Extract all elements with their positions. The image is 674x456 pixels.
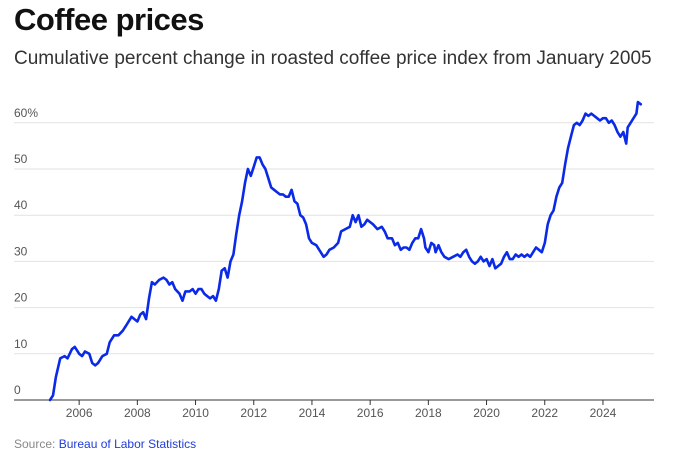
x-axis: 2006 2008 2010 2012 2014 2016 2018 2020 2022 2024	[14, 399, 654, 420]
x-tick-label: 2010	[182, 406, 209, 420]
source-label: Source:	[14, 437, 56, 451]
chart-title: Coffee prices	[14, 2, 204, 37]
source-link[interactable]: Bureau of Labor Statistics	[58, 437, 197, 451]
y-tick-label: 50	[14, 152, 28, 166]
y-tick-label: 60%	[14, 106, 38, 120]
x-tick-label: 2012	[240, 406, 267, 420]
y-tick-label: 10	[14, 337, 28, 351]
y-tick-label: 40	[14, 198, 28, 212]
y-tick-label: 20	[14, 291, 28, 305]
source-note: Source: Bureau of Labor Statistics	[14, 437, 196, 451]
x-tick-label: 2006	[66, 406, 93, 420]
y-tick-label: 30	[14, 244, 28, 258]
x-tick-label: 2008	[124, 406, 151, 420]
series-group	[48, 100, 643, 402]
x-tick-label: 2016	[357, 406, 384, 420]
x-tick-label: 2014	[299, 406, 326, 420]
series-line	[48, 100, 643, 402]
x-tick-label: 2024	[590, 406, 617, 420]
y-axis-labels: 0 10 20 30 40 50 60%	[14, 106, 38, 397]
x-tick-label: 2018	[415, 406, 442, 420]
x-tick-label: 2020	[473, 406, 500, 420]
y-tick-label: 0	[14, 383, 21, 397]
x-tick-label: 2022	[531, 406, 558, 420]
gridlines	[14, 122, 654, 355]
chart-subtitle: Cumulative percent change in roasted cof…	[14, 48, 652, 69]
